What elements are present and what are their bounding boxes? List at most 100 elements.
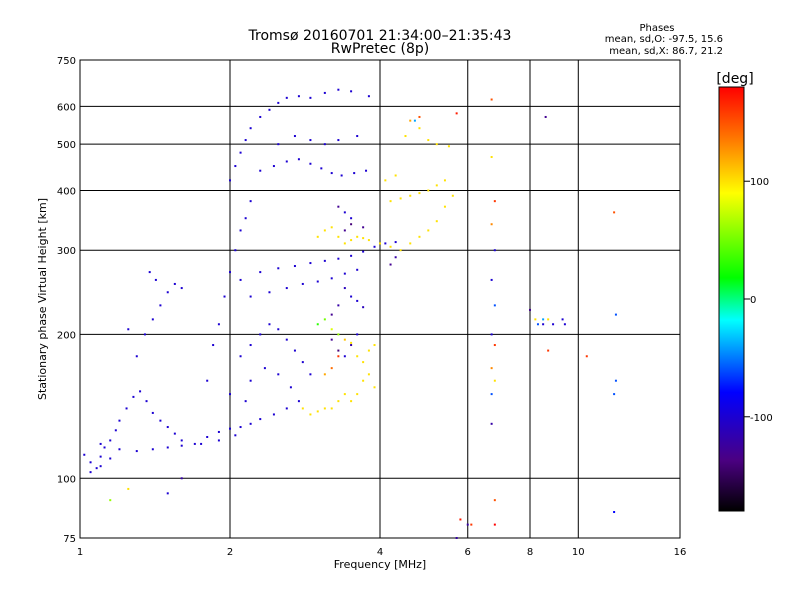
data-point [330,328,333,331]
x-axis-ticks: 1 2 4 6 8 10 16 [77,547,687,558]
data-point [362,361,365,364]
data-point [316,410,319,413]
data-point [285,287,288,290]
data-point [614,379,617,382]
data-point [301,407,304,410]
data-point [135,355,138,358]
data-point [367,95,370,98]
data-point [353,172,356,175]
data-point [466,523,469,526]
stats-title: Phases [639,23,674,34]
data-point [277,328,280,331]
data-point [389,263,392,266]
x-tick-label: 16 [674,547,687,558]
data-point [244,217,247,220]
y-tick-label: 75 [63,534,76,545]
data-point [234,165,237,168]
data-point [547,318,550,321]
data-point [293,135,296,138]
data-point [109,439,112,442]
data-point [529,308,531,311]
data-point [534,318,537,321]
data-point [544,115,547,118]
data-point [99,455,102,458]
data-point [470,523,473,526]
data-point [166,492,169,495]
data-point [343,272,346,275]
data-point [180,444,183,447]
data-point [263,367,266,370]
data-point [249,344,252,347]
data-point [373,386,376,389]
data-point [340,174,343,177]
x-tick-label: 4 [377,547,383,558]
data-point [350,254,353,257]
data-point [293,349,296,352]
data-point [159,304,162,307]
chart-subtitle: RwPretec (8p) [331,41,429,57]
data-point [330,226,333,229]
data-point [229,393,231,396]
data-point [493,499,496,502]
data-point [365,169,368,172]
data-point [244,400,247,403]
data-point [490,98,493,101]
data-point [127,328,130,331]
data-point [330,313,333,316]
data-point [337,400,340,403]
data-point [249,127,252,130]
data-point [490,223,493,226]
data-point [289,386,292,389]
data-point [427,139,430,142]
data-point [389,200,392,203]
data-point [301,361,304,364]
data-point [151,411,154,414]
data-point [614,313,617,316]
data-point [362,379,365,382]
data-point [259,271,262,274]
data-point [490,156,493,159]
data-point [229,271,231,274]
data-point [234,249,237,252]
data-point [493,249,496,252]
data-point [323,318,326,321]
data-point [330,407,333,410]
data-point [323,259,326,262]
data-point [490,393,493,396]
x-tick-label: 1 [77,547,83,558]
data-point [125,407,128,410]
data-point [166,426,169,429]
data-point [343,242,346,245]
data-point [193,442,196,445]
data-point [356,355,359,358]
data-point [114,429,117,432]
data-point [223,295,226,298]
colorbar [718,86,745,512]
data-point [367,373,370,376]
colorbar-label: [deg] [716,71,753,87]
data-point [459,518,462,521]
data-point [316,235,319,238]
data-point [561,318,564,321]
data-point [145,400,148,403]
data-point [356,268,359,271]
data-point [89,471,92,474]
data-point [249,379,252,382]
data-point [493,523,496,526]
data-point [180,477,183,480]
data-point [166,446,169,449]
data-point [418,115,421,118]
data-point [297,95,300,98]
x-tick-label: 6 [465,547,471,558]
data-point [409,242,412,245]
data-point [356,299,359,302]
colorbar-tick-label: 100 [750,177,769,188]
colorbar-tick-label: -100 [750,413,773,424]
data-point [493,379,496,382]
data-point [350,90,353,93]
data-point [493,200,496,203]
data-point [285,160,288,163]
data-point [384,242,387,245]
data-point [350,400,353,403]
data-point [367,239,370,242]
